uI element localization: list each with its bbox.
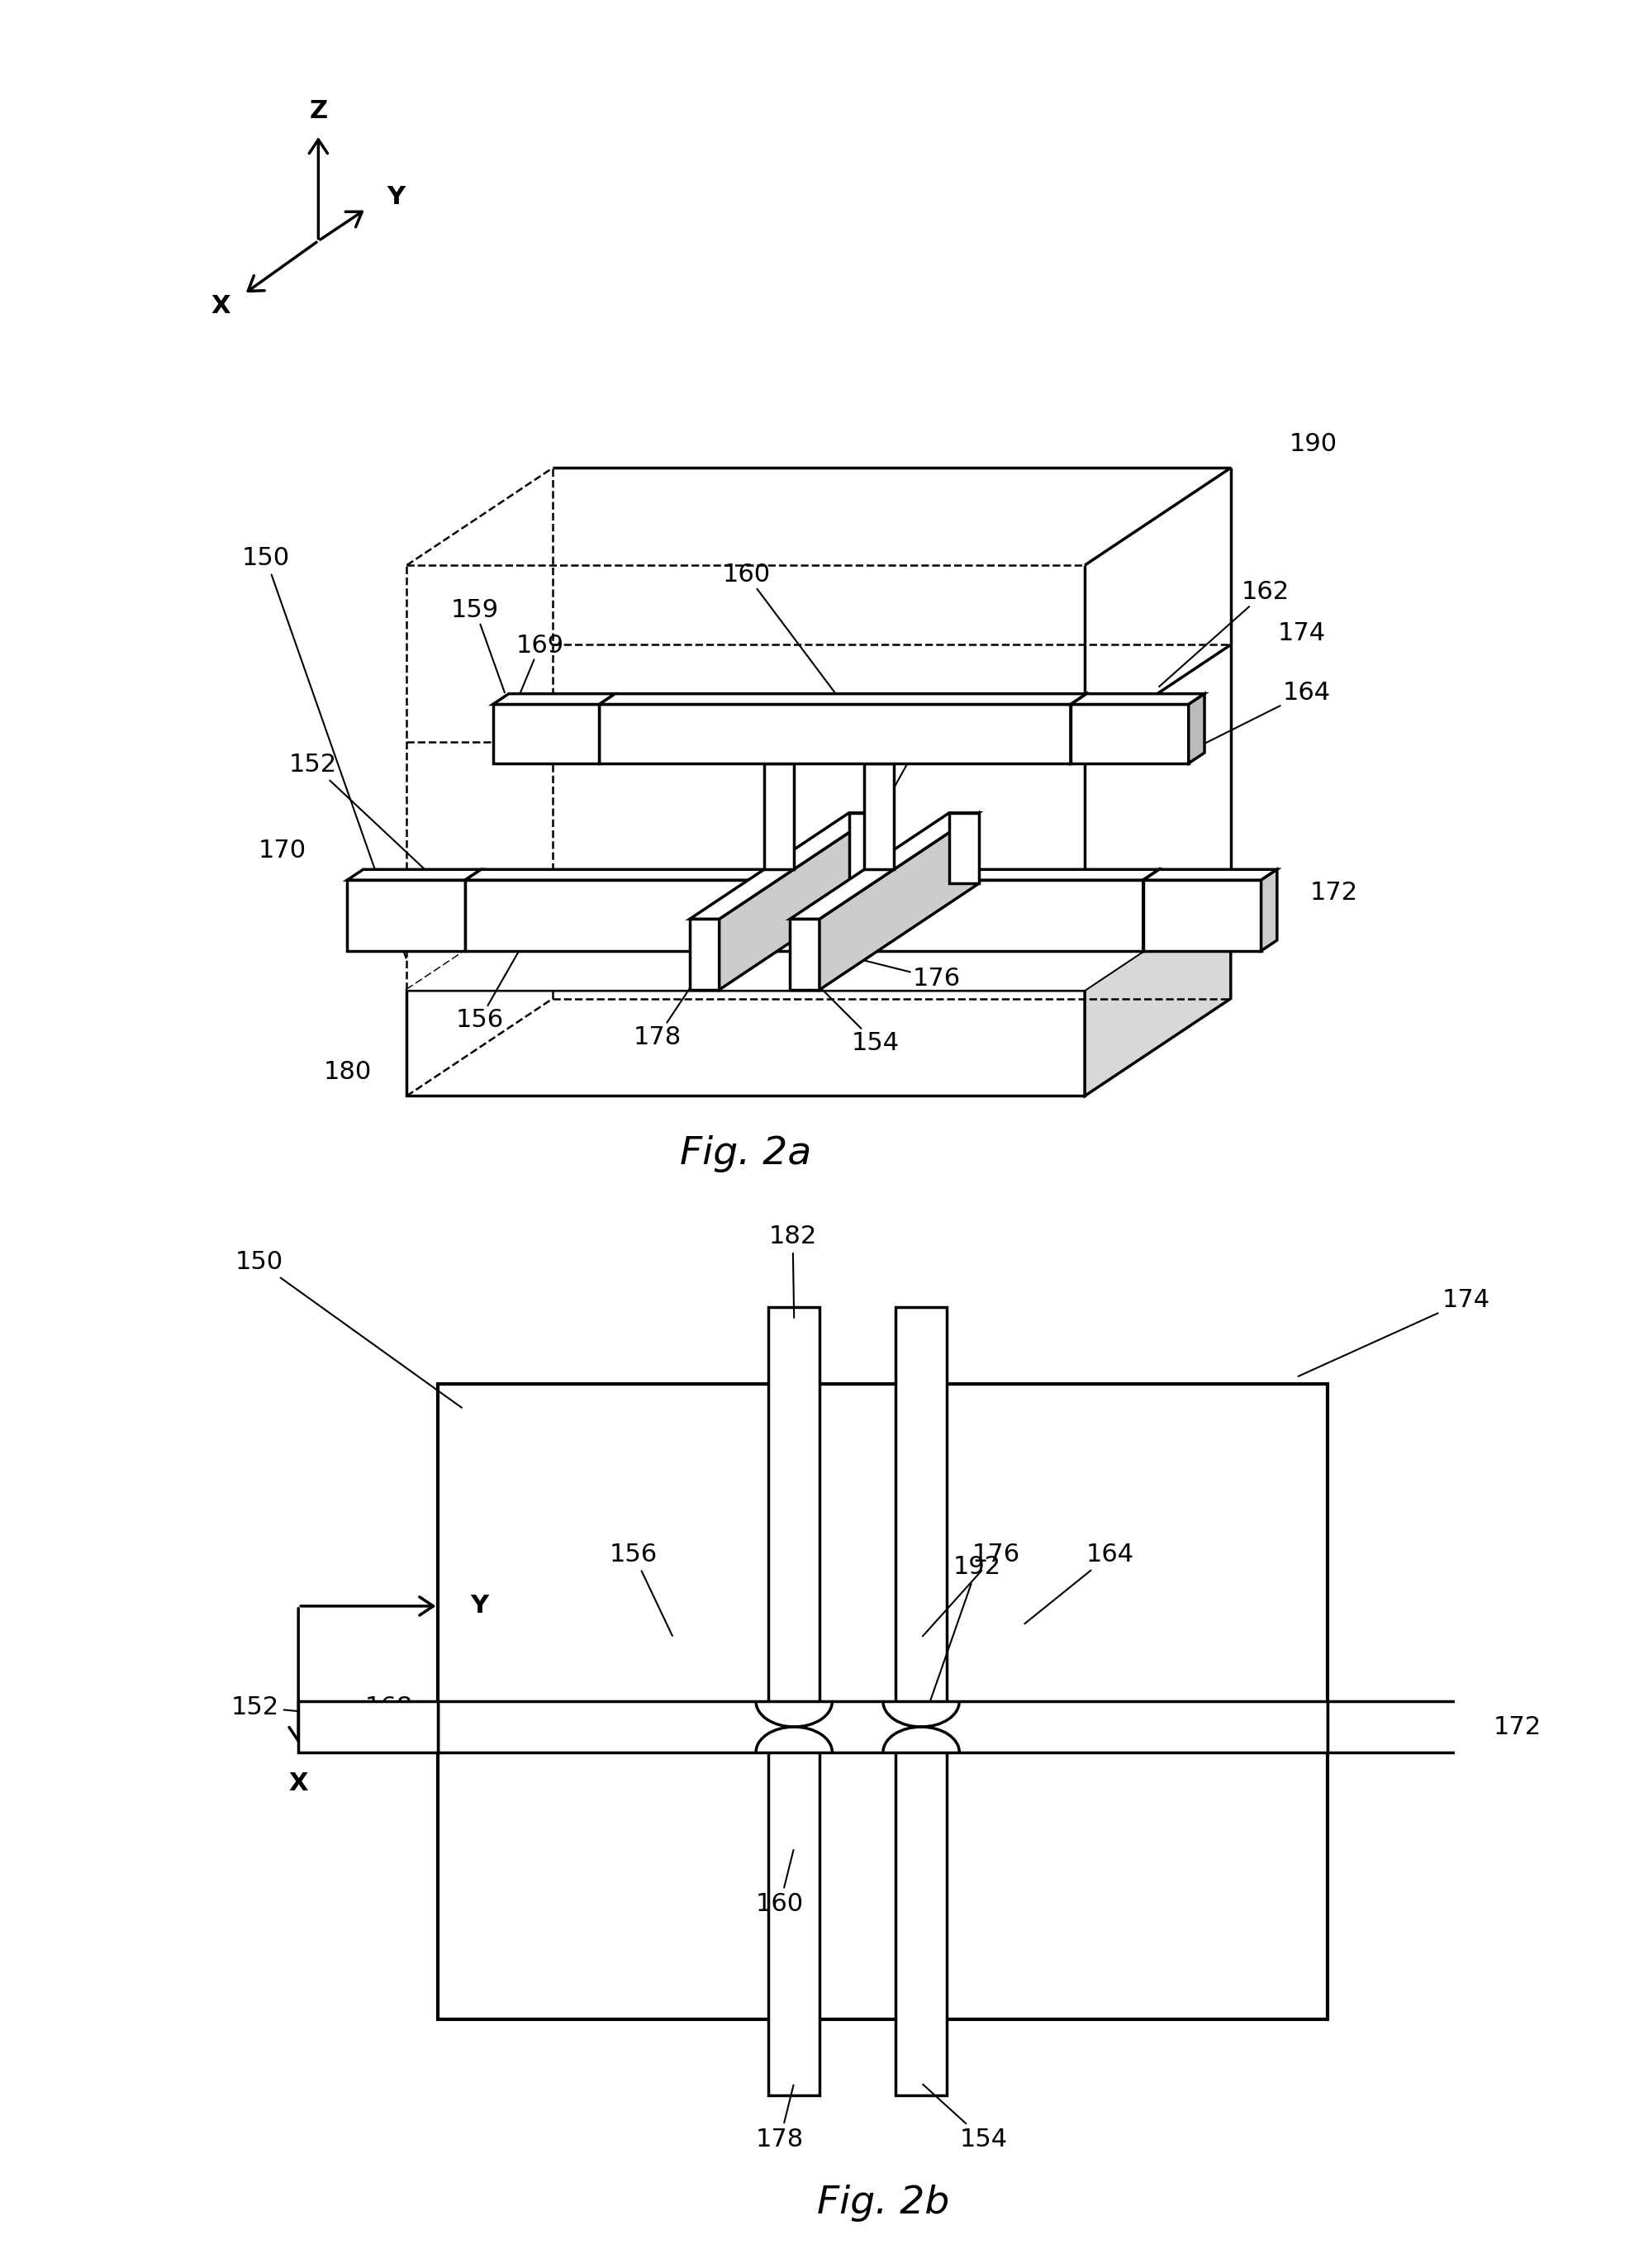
Bar <box>769 1306 820 2096</box>
Text: 172: 172 <box>1493 1715 1541 1740</box>
Polygon shape <box>1142 869 1277 880</box>
Bar <box>1328 1701 1469 1753</box>
Polygon shape <box>864 764 893 869</box>
Text: 176: 176 <box>923 1542 1019 1635</box>
Polygon shape <box>1188 694 1205 764</box>
Text: X: X <box>211 295 229 318</box>
Bar <box>438 1383 1328 2019</box>
Text: 164: 164 <box>1188 680 1331 751</box>
Polygon shape <box>1070 694 1087 764</box>
Text: 176: 176 <box>818 948 960 991</box>
Polygon shape <box>790 812 978 919</box>
Text: 168: 168 <box>364 1696 413 1719</box>
Bar <box>298 1701 438 1753</box>
Polygon shape <box>465 869 1159 880</box>
Polygon shape <box>690 812 879 919</box>
Text: 172: 172 <box>1310 880 1359 905</box>
Text: Fig. 2a: Fig. 2a <box>680 1136 811 1173</box>
Polygon shape <box>764 764 793 869</box>
Polygon shape <box>465 880 1142 950</box>
Text: 174: 174 <box>1298 1288 1490 1377</box>
Polygon shape <box>1142 880 1260 950</box>
Text: 169: 169 <box>511 633 564 717</box>
Polygon shape <box>1142 869 1159 950</box>
Text: 174: 174 <box>1278 621 1326 644</box>
Text: 150: 150 <box>241 547 406 957</box>
Text: Y: Y <box>387 186 405 209</box>
Text: 160: 160 <box>756 1851 805 1916</box>
Text: 182: 182 <box>769 1225 816 1318</box>
Bar <box>438 1701 1328 1753</box>
Polygon shape <box>820 812 978 989</box>
Polygon shape <box>690 919 720 989</box>
Polygon shape <box>598 705 1070 764</box>
Bar <box>897 1306 947 2096</box>
Text: Z: Z <box>310 100 328 122</box>
Text: 178: 178 <box>756 2084 805 2152</box>
Text: 154: 154 <box>923 2084 1008 2152</box>
Polygon shape <box>849 812 879 885</box>
Text: 190: 190 <box>1290 433 1337 456</box>
Text: 152: 152 <box>288 753 495 937</box>
Text: 152: 152 <box>231 1694 461 1726</box>
Text: 159: 159 <box>451 599 505 692</box>
Text: X: X <box>288 1771 308 1796</box>
Text: 156: 156 <box>456 937 526 1032</box>
Text: 178: 178 <box>633 966 705 1048</box>
Text: 154: 154 <box>805 973 900 1055</box>
Polygon shape <box>493 694 615 705</box>
Text: 180: 180 <box>325 1061 372 1084</box>
Text: 150: 150 <box>234 1250 462 1408</box>
Polygon shape <box>406 989 1085 1095</box>
Polygon shape <box>949 812 978 885</box>
Text: Fig. 2b: Fig. 2b <box>816 2184 949 2223</box>
Polygon shape <box>1085 891 1231 1095</box>
Polygon shape <box>347 880 465 950</box>
Text: 164: 164 <box>1024 1542 1134 1624</box>
Text: 156: 156 <box>610 1542 672 1635</box>
Polygon shape <box>406 891 1231 989</box>
Text: Y: Y <box>470 1594 488 1617</box>
Text: 162: 162 <box>1159 581 1290 687</box>
Text: 182: 182 <box>859 733 941 853</box>
Polygon shape <box>598 694 1087 705</box>
Polygon shape <box>1070 694 1205 705</box>
Polygon shape <box>790 919 820 989</box>
Text: 170: 170 <box>257 839 306 862</box>
Polygon shape <box>720 812 879 989</box>
Polygon shape <box>493 705 598 764</box>
Polygon shape <box>1260 869 1277 950</box>
Text: 192: 192 <box>923 1556 1001 1724</box>
Polygon shape <box>347 869 482 880</box>
Text: 160: 160 <box>723 562 834 692</box>
Polygon shape <box>1070 705 1188 764</box>
